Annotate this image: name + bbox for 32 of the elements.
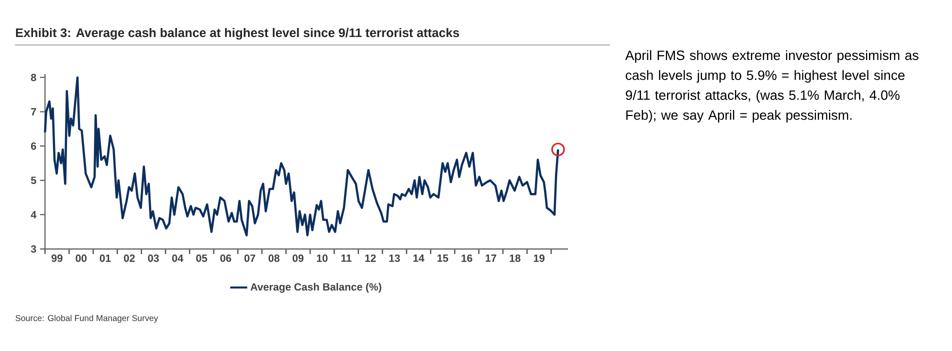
x-tick-label: 01 [100,254,111,262]
x-tick-label: 07 [244,254,256,262]
x-tick-label: 12 [365,254,376,262]
chart-title: Exhibit 3: Average cash balance at highest level since 9/11 terrorist attacks [16,28,460,40]
y-tick-label: 5 [31,176,36,184]
y-tick-label: 8 [31,74,36,82]
x-tick-label: 19 [534,254,544,262]
legend-label: Average Cash Balance (%) [250,282,382,293]
y-tick-label: 3 [30,245,36,253]
y-tick-label: 7 [31,108,36,116]
x-tick-label: 16 [462,254,472,262]
x-tick-label: 18 [510,254,520,262]
x-tick-label: 99 [52,254,62,262]
x-tick-label: 17 [486,254,496,262]
x-tick-label: 06 [220,254,232,262]
x-tick-label: 11 [341,254,352,262]
x-tick-label: 00 [76,254,87,262]
x-tick-label: 09 [292,254,304,262]
x-tick-label: 14 [413,254,424,262]
x-tick-label: 04 [172,254,184,262]
x-tick-label: 02 [124,254,135,262]
y-tick-label: 6 [31,142,36,150]
line-series [44,76,560,236]
x-tick-label: 15 [438,254,448,262]
text: April FMS shows extreme investor pessimism as cash levels jump to 5.9% = highest level since 9/11 terrorist attacks, (was 5.1% March, 4.0% Feb); we say April = peak pessimism. [625,50,918,123]
x-tick-label: 03 [148,254,159,262]
x-tick-label: 13 [389,254,400,262]
y-tick-label: 4 [30,211,36,218]
x-tick-label: 08 [268,254,280,262]
source-note: Source: Global Fund Manager Survey [16,314,158,323]
x-tick-label: 05 [196,254,208,262]
x-tick-label: 10 [316,254,328,262]
